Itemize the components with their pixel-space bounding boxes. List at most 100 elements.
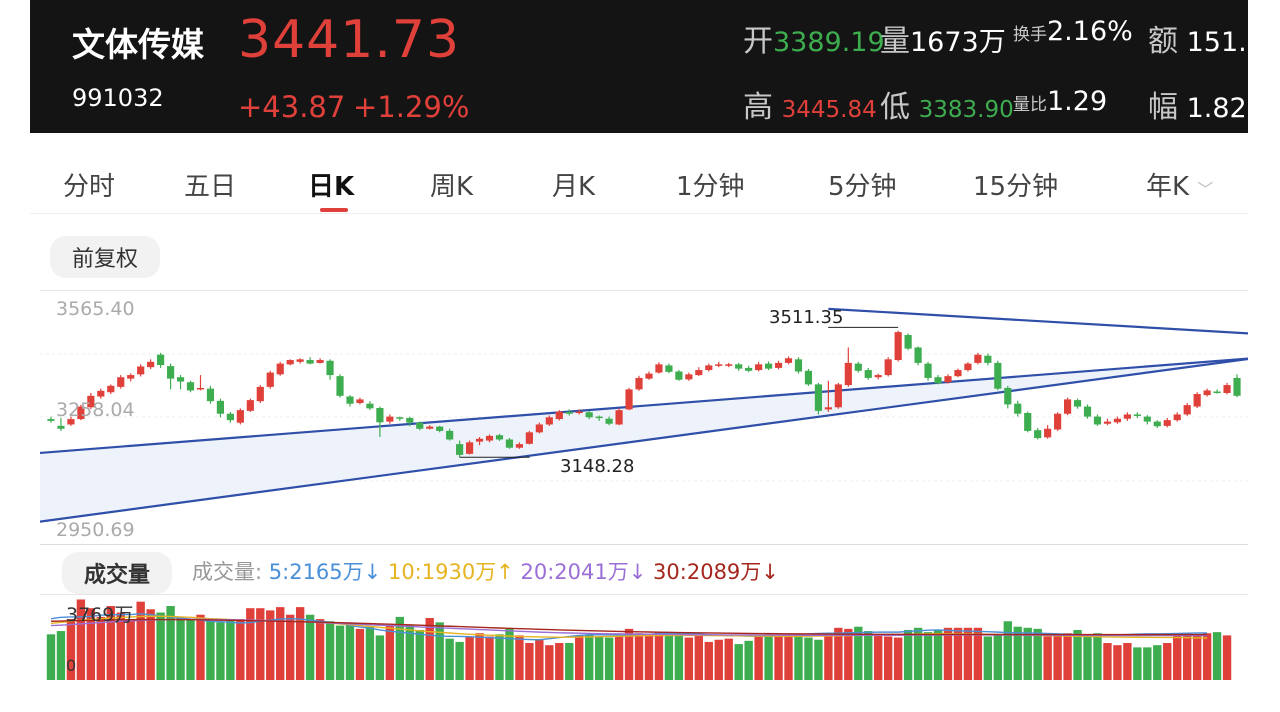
candle-body bbox=[117, 377, 125, 387]
amount-stat: 额 151.6 bbox=[1148, 16, 1248, 60]
tab-15-minute[interactable]: 15分钟 bbox=[973, 172, 1059, 202]
candle-body bbox=[296, 359, 304, 362]
volume-bar bbox=[604, 637, 614, 680]
volume-bar bbox=[1163, 643, 1172, 680]
candle-body bbox=[834, 384, 842, 408]
volume-bar bbox=[355, 628, 365, 680]
tab-1-minute[interactable]: 1分钟 bbox=[676, 172, 745, 202]
tab-intraday[interactable]: 分时 bbox=[63, 172, 116, 202]
amplitude-value: 1.82% bbox=[1186, 93, 1248, 124]
volume-bar bbox=[56, 631, 66, 680]
candle-body bbox=[565, 411, 573, 414]
candle-body bbox=[157, 354, 165, 366]
tab-weekly-k[interactable]: 周K bbox=[430, 172, 474, 202]
candle-body bbox=[216, 400, 225, 414]
quote-header: 文体传媒 991032 3441.73 +43.87 +1.29% 开3389.… bbox=[30, 0, 1248, 133]
candle-body bbox=[406, 418, 414, 423]
volume-bar bbox=[1113, 645, 1122, 680]
candle-body bbox=[376, 407, 384, 423]
volume-bar bbox=[525, 643, 534, 680]
volume-indicator-button[interactable]: 成交量 bbox=[62, 552, 173, 594]
volume-bar bbox=[694, 635, 704, 680]
volume-bar bbox=[236, 619, 245, 680]
amount-value: 151.6 bbox=[1186, 27, 1248, 58]
volume-bar bbox=[1023, 627, 1032, 680]
volume-bar bbox=[824, 636, 833, 680]
volume-bar bbox=[505, 628, 514, 680]
volume-bar bbox=[774, 634, 783, 680]
volume-bar bbox=[1053, 634, 1062, 680]
volume-bar bbox=[923, 632, 933, 680]
candle-body bbox=[1014, 403, 1022, 414]
candle-body bbox=[844, 362, 852, 386]
volume-bar bbox=[166, 606, 175, 680]
candle-body bbox=[366, 403, 374, 409]
candle-body bbox=[306, 360, 314, 364]
turnover-value: 2.16% bbox=[1047, 16, 1133, 47]
volume-svg bbox=[40, 594, 1248, 680]
candle-body bbox=[974, 354, 982, 363]
volume-bar bbox=[266, 610, 275, 680]
volume-bar bbox=[425, 617, 434, 680]
volume-bar bbox=[1043, 636, 1052, 680]
candle-body bbox=[535, 424, 543, 433]
tab-monthly-k[interactable]: 月K bbox=[552, 172, 596, 202]
volume-bar bbox=[545, 645, 554, 680]
kline-chart: 3565.40 3258.04 2950.69 3511.35 3148.28 bbox=[30, 290, 1248, 545]
volume-bar bbox=[375, 635, 385, 680]
volume-bar bbox=[305, 614, 315, 680]
low-stat: 低 3383.90 bbox=[880, 90, 1014, 125]
candle-body bbox=[685, 374, 693, 380]
candle-body bbox=[1004, 387, 1012, 405]
volume-bar bbox=[365, 626, 375, 680]
trend-line bbox=[828, 307, 1248, 335]
volume-bar bbox=[804, 637, 813, 680]
volume-bar bbox=[594, 636, 604, 680]
tab-5-minute[interactable]: 5分钟 bbox=[828, 172, 897, 202]
candle-body bbox=[266, 372, 274, 387]
candle-body bbox=[456, 444, 464, 455]
active-tab-indicator bbox=[320, 208, 348, 212]
candle-body bbox=[964, 363, 972, 371]
candle-body bbox=[1153, 421, 1161, 427]
candle-body bbox=[256, 386, 264, 402]
volume-bar bbox=[325, 621, 335, 680]
candle-body bbox=[745, 367, 753, 371]
volume-bar bbox=[684, 637, 694, 680]
candle-body bbox=[994, 362, 1002, 389]
volume-bar bbox=[146, 609, 155, 680]
candle-body bbox=[635, 377, 643, 390]
tab-daily-k[interactable]: 日K bbox=[308, 172, 355, 202]
candle-body bbox=[645, 373, 653, 379]
candle-body bbox=[924, 363, 932, 378]
candle-body bbox=[1163, 420, 1171, 426]
candle-body bbox=[1073, 400, 1082, 407]
volume-bar bbox=[953, 627, 963, 680]
candle-body bbox=[934, 377, 942, 384]
volume-bar bbox=[535, 639, 544, 680]
volume-min-label: 0 bbox=[66, 656, 77, 675]
candle-body bbox=[914, 347, 922, 363]
volume-bar bbox=[704, 641, 713, 680]
candle-body bbox=[196, 387, 205, 390]
volume-bar bbox=[1222, 635, 1232, 680]
candle-body bbox=[87, 395, 95, 408]
candle-body bbox=[784, 358, 793, 363]
volume-bar bbox=[565, 643, 574, 680]
candle-body bbox=[665, 365, 673, 372]
adjust-button[interactable]: 前复权 bbox=[50, 236, 161, 278]
volume-bar bbox=[963, 627, 973, 680]
volume-bar bbox=[973, 627, 983, 680]
candle-body bbox=[1113, 418, 1122, 423]
candle-body bbox=[67, 419, 75, 425]
volume-bar bbox=[1033, 628, 1042, 680]
volume-bar bbox=[1192, 634, 1202, 680]
volume-bar bbox=[854, 626, 863, 680]
volume-bar bbox=[1093, 633, 1102, 680]
tab-five-day[interactable]: 五日 bbox=[184, 172, 237, 202]
trend-line bbox=[30, 357, 1248, 525]
candle-body bbox=[814, 384, 823, 411]
tab-yearly-k[interactable]: 年K ﹀ bbox=[1146, 172, 1214, 202]
volume-bar bbox=[216, 622, 225, 680]
candle-body bbox=[1034, 430, 1042, 439]
